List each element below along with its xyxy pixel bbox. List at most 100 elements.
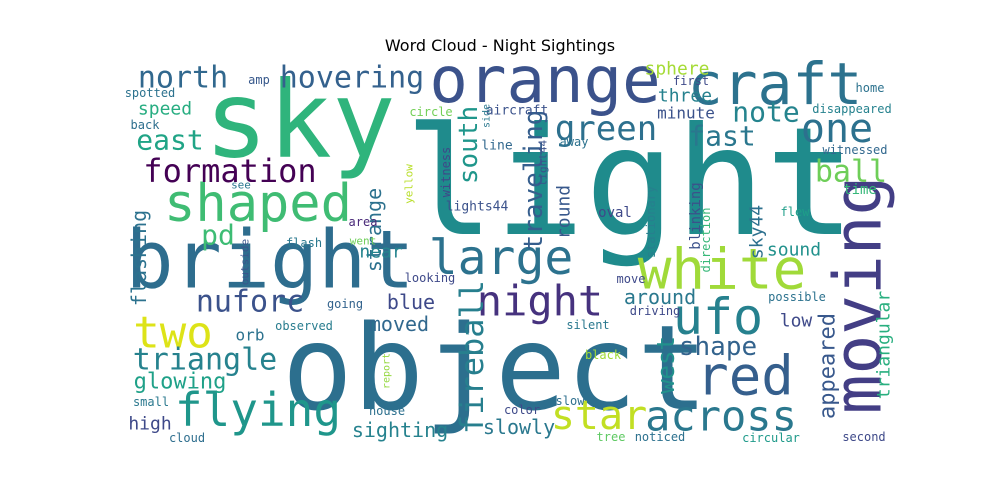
word-appeared: appeared (816, 313, 841, 419)
word-large: large (429, 230, 574, 286)
word-two: two (133, 308, 212, 359)
word-one: one (801, 106, 873, 152)
word-sky: sky (204, 59, 395, 182)
word-ufo: ufo (673, 288, 763, 346)
word-light: light (404, 96, 856, 270)
word-disappeared: disappeared (812, 102, 891, 116)
word-color: color (504, 403, 540, 417)
word-circle: circle (409, 105, 452, 119)
word-amp: amp (248, 73, 270, 87)
word-pd: pd (201, 219, 235, 252)
word-yellow: yellow (403, 164, 416, 204)
word-moved: moved (369, 312, 429, 336)
word-hovering: hovering (280, 61, 425, 96)
word-nuforc: nuforc (196, 285, 304, 320)
word-near: near (359, 242, 403, 263)
word-stationary: stationary (644, 186, 658, 258)
word-black: black (585, 348, 622, 362)
word-orange: orange (429, 44, 660, 118)
word-low: low (780, 311, 813, 332)
word-triangular: triangular (874, 291, 895, 400)
word-north: north (138, 61, 228, 96)
word-tree: tree (597, 430, 626, 444)
word-flashing: flashing (127, 210, 151, 306)
word-formation: formation (143, 152, 316, 190)
word-report: report (382, 353, 393, 389)
word-slow: slow (556, 394, 586, 408)
word-west: west (652, 336, 680, 394)
word-three: three (658, 86, 712, 107)
word-red: red (696, 345, 794, 408)
chart-title: Word Cloud - Night Sightings (384, 36, 616, 55)
word-fast: fast (688, 120, 755, 153)
word-blue: blue (387, 290, 435, 314)
word-minute: minute (657, 104, 715, 123)
word-witnessed: witnessed (822, 143, 887, 157)
word-first: first (673, 74, 709, 88)
word-glowing: glowing (134, 370, 227, 395)
word-round: round (554, 185, 575, 239)
word-possible: possible (768, 290, 826, 304)
word-white: white (638, 238, 807, 303)
word-flew: flew (781, 205, 811, 219)
word-cloud: cloud (169, 431, 205, 445)
word-noticed: noticed (635, 430, 686, 444)
word-second: second (842, 430, 885, 444)
word-sighting: sighting (352, 418, 448, 442)
word-oval: oval (598, 205, 632, 221)
word-fireball: fireball (453, 280, 491, 434)
word-high: high (128, 414, 171, 435)
word-away: away (560, 135, 589, 149)
word-star: star (551, 393, 647, 439)
word-went: went (350, 235, 377, 248)
word-sky44: sky44 (747, 205, 768, 259)
word-object: object (282, 299, 708, 437)
word-south: south (454, 106, 484, 184)
word-speed: speed (138, 99, 192, 120)
word-side: side (482, 104, 493, 128)
word-spotted: spotted (125, 86, 176, 100)
word-flying: flying (175, 383, 341, 437)
word-green: green (555, 109, 657, 149)
word-bright: bright (126, 214, 415, 307)
word-traveling: traveling (519, 110, 549, 251)
word-east: east (136, 124, 203, 157)
word-small: small (133, 395, 169, 409)
word-looking: looking (405, 271, 456, 285)
word-circular: circular (742, 431, 800, 445)
word-night: night (477, 277, 603, 326)
word-line: line (481, 139, 512, 154)
word-direction: direction (699, 207, 713, 272)
word-sphere: sphere (644, 59, 709, 80)
word-across: across (645, 392, 797, 441)
word-see: see (231, 179, 251, 192)
word-home: home (856, 81, 885, 95)
word-house: house (369, 404, 405, 418)
word-shape: shape (679, 332, 757, 362)
word-outside: outside (239, 239, 252, 285)
word-area: area (349, 215, 378, 229)
word-craft: craft (688, 50, 863, 118)
word-flash: flash (286, 236, 322, 250)
word-shaped: shaped (164, 174, 352, 234)
word-light44: light44 (537, 139, 550, 186)
word-time: time (843, 182, 877, 198)
word-moving: moving (820, 176, 897, 414)
word-aircraft: aircraft (486, 104, 549, 119)
word-ball: ball (815, 155, 887, 190)
word-slowly: slowly (483, 415, 555, 439)
word-around: around (624, 285, 696, 309)
word-observed: observed (275, 319, 333, 333)
word-witness: witness (439, 147, 453, 198)
word-strange: strange (362, 188, 386, 272)
word-going: going (327, 297, 363, 311)
word-note: note (732, 96, 799, 129)
word-move: move (617, 272, 646, 286)
word-blinking: blinking (688, 182, 704, 249)
word-driving: driving (630, 304, 681, 318)
word-sound: sound (767, 240, 821, 261)
word-triangle: triangle (133, 343, 278, 378)
word-lights44: lights44 (446, 200, 509, 215)
word-back: back (131, 118, 161, 132)
